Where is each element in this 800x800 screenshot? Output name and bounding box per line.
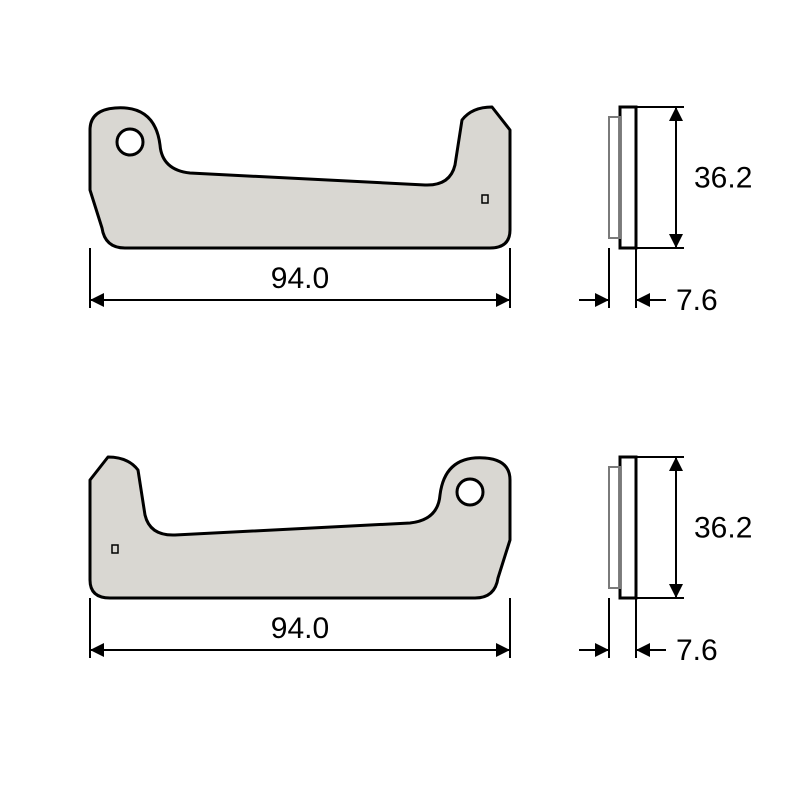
- svg-text:94.0: 94.0: [271, 262, 329, 295]
- svg-text:36.2: 36.2: [694, 512, 752, 545]
- svg-text:7.6: 7.6: [676, 284, 718, 317]
- svg-text:36.2: 36.2: [694, 162, 752, 195]
- svg-text:94.0: 94.0: [271, 612, 329, 645]
- svg-text:7.6: 7.6: [676, 634, 718, 667]
